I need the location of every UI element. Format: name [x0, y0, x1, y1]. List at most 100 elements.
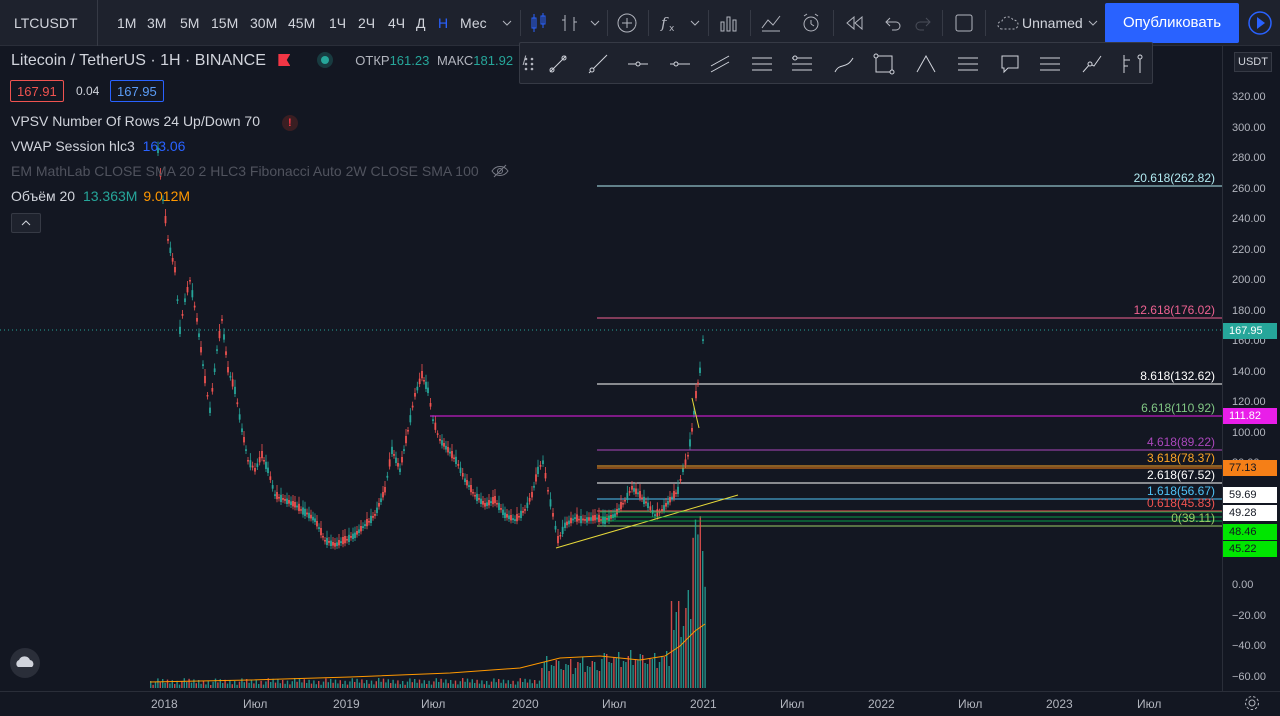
volume-bar [270, 682, 272, 688]
interval-7[interactable]: 1Ч [329, 15, 347, 31]
price-axis[interactable] [1222, 46, 1280, 691]
drag-handle-icon[interactable] [522, 52, 536, 76]
chevron-down-icon[interactable] [688, 12, 702, 34]
play-icon[interactable] [1240, 3, 1280, 43]
settings-gear-icon[interactable] [1243, 694, 1261, 712]
em-indicator[interactable]: EM MathLab CLOSE SMA 20 2 HLC3 Fibonacci… [11, 163, 509, 179]
candle-body [671, 496, 673, 499]
trend-line-icon[interactable] [546, 52, 570, 76]
candle-body [500, 508, 502, 510]
candle-body [490, 501, 492, 503]
publish-button[interactable]: Опубликовать [1105, 3, 1239, 43]
curve-icon[interactable] [914, 52, 938, 76]
price-tag[interactable]: 45.22 [1223, 541, 1277, 557]
price-tag[interactable]: 59.69 [1223, 487, 1277, 503]
tradingview-logo[interactable] [10, 648, 40, 678]
open-value: 161.23 [389, 53, 430, 68]
symbol-search[interactable]: LTCUSDT [0, 0, 98, 46]
volume-bar [382, 678, 385, 688]
collapse-legend-button[interactable] [11, 213, 41, 233]
volume-bar [301, 682, 303, 688]
candle-body [695, 391, 697, 399]
volume-bar [169, 683, 171, 688]
long-short-position-icon[interactable] [1118, 52, 1148, 76]
interval-4[interactable]: 15M [211, 15, 239, 31]
volume-bar [198, 680, 200, 688]
price-chart[interactable] [0, 46, 1222, 691]
interval-12[interactable]: Мес [460, 15, 487, 31]
horizontal-ray-icon[interactable] [626, 52, 650, 76]
undo-icon[interactable] [882, 12, 904, 34]
vwap-indicator[interactable]: VWAP Session hlc3 163.06 [11, 138, 185, 154]
fullscreen-icon[interactable] [953, 12, 975, 34]
trend-line[interactable] [555, 494, 739, 549]
interval-11[interactable]: Н [438, 15, 449, 31]
interval-2[interactable]: 3M [147, 15, 167, 31]
eye-hidden-icon[interactable] [490, 163, 509, 179]
interval-10[interactable]: Д [416, 15, 426, 31]
alert-icon[interactable] [800, 12, 822, 34]
interval-5[interactable]: 30M [250, 15, 278, 31]
replay-icon[interactable] [843, 12, 865, 34]
fib-retracement-icon[interactable] [790, 52, 814, 76]
trend-line[interactable] [691, 397, 700, 429]
candle-body [267, 467, 269, 473]
pitchfork-icon[interactable] [750, 52, 774, 76]
interval-6[interactable]: 45M [288, 15, 316, 31]
price-tag[interactable]: 111.82 [1223, 408, 1277, 424]
chevron-down-icon[interactable] [1086, 12, 1100, 34]
candle-body [582, 518, 584, 521]
chevron-down-icon[interactable] [500, 12, 514, 34]
candle-body [687, 455, 689, 457]
price-tag[interactable]: 167.95 [1223, 323, 1277, 339]
candles-icon[interactable] [528, 12, 550, 34]
indicator-bars-icon[interactable] [560, 12, 582, 34]
layout-name[interactable]: Unnamed [1022, 15, 1083, 31]
price-tag[interactable]: 49.28 [1223, 505, 1277, 521]
volume-bar [562, 670, 565, 688]
price-tag[interactable]: 77.13 [1223, 460, 1277, 476]
error-icon[interactable]: ! [281, 115, 298, 131]
path-icon[interactable] [1080, 52, 1104, 76]
volume-bar [351, 678, 353, 688]
candle-body [334, 543, 336, 547]
symbol-title[interactable]: Litecoin / TetherUS · 1H · BINANCE ОТКР1… [11, 52, 526, 70]
interval-8[interactable]: 2Ч [358, 15, 376, 31]
currency-label[interactable]: USDT [1234, 52, 1272, 72]
interval-3[interactable]: 5M [180, 15, 200, 31]
price-tag[interactable]: 48.46 [1223, 524, 1277, 540]
candle-body [673, 491, 675, 499]
volume-indicator[interactable]: Объём 20 13.363M 9.012M [11, 188, 190, 204]
volume-bar [284, 683, 286, 688]
time-axis[interactable] [0, 691, 1280, 716]
candle-body [588, 517, 590, 521]
templates-icon[interactable] [760, 12, 782, 34]
volume-bar [495, 682, 497, 688]
ask-price[interactable]: 167.95 [110, 80, 164, 102]
cloud-icon[interactable] [996, 12, 1020, 34]
add-indicator-icon[interactable] [616, 12, 638, 34]
parallel-channel-icon[interactable] [708, 52, 732, 76]
bar-chart-icon[interactable] [718, 12, 740, 34]
open-label: ОТКР [355, 53, 390, 68]
rectangle-icon[interactable] [872, 52, 896, 76]
volume-bar [589, 667, 591, 688]
interval-9[interactable]: 4Ч [388, 15, 406, 31]
vpsv-indicator[interactable]: VPSV Number Of Rows 24 Up/Down 70 ! [11, 113, 298, 131]
callout-icon[interactable] [998, 52, 1022, 76]
candle-body [162, 199, 164, 201]
date-price-range-icon[interactable] [1038, 52, 1062, 76]
redo-icon[interactable] [912, 12, 934, 34]
candle-body [376, 507, 378, 513]
ray-icon[interactable] [586, 52, 610, 76]
candle-body [204, 376, 206, 384]
interval-1[interactable]: 1M [117, 15, 137, 31]
price-tick: 100.00 [1232, 427, 1266, 439]
horizontal-line-icon[interactable] [668, 52, 692, 76]
gann-fan-icon[interactable] [956, 52, 980, 76]
brush-icon[interactable] [832, 52, 856, 76]
chevron-down-icon[interactable] [588, 12, 602, 34]
flag-icon[interactable] [278, 54, 291, 66]
bid-price[interactable]: 167.91 [10, 80, 64, 102]
